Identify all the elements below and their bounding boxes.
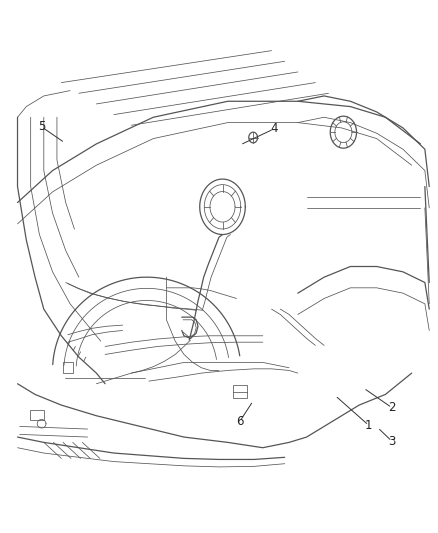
Text: 2: 2: [388, 401, 396, 414]
Text: 6: 6: [236, 415, 244, 427]
Bar: [233, 385, 247, 398]
Text: 1: 1: [365, 419, 373, 432]
Text: 4: 4: [270, 123, 278, 135]
Text: 5: 5: [38, 120, 45, 133]
Bar: [30, 410, 44, 420]
Text: 3: 3: [389, 435, 396, 448]
Bar: [63, 362, 73, 373]
